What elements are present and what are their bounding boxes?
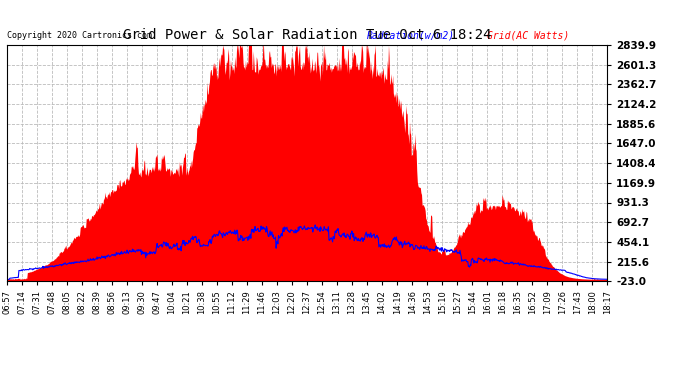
Text: Grid(AC Watts): Grid(AC Watts): [487, 30, 569, 40]
Title: Grid Power & Solar Radiation Tue Oct 6 18:24: Grid Power & Solar Radiation Tue Oct 6 1…: [123, 28, 491, 42]
Text: Radiation(w/m2): Radiation(w/m2): [367, 30, 455, 40]
Text: Copyright 2020 Cartronics.com: Copyright 2020 Cartronics.com: [7, 31, 152, 40]
